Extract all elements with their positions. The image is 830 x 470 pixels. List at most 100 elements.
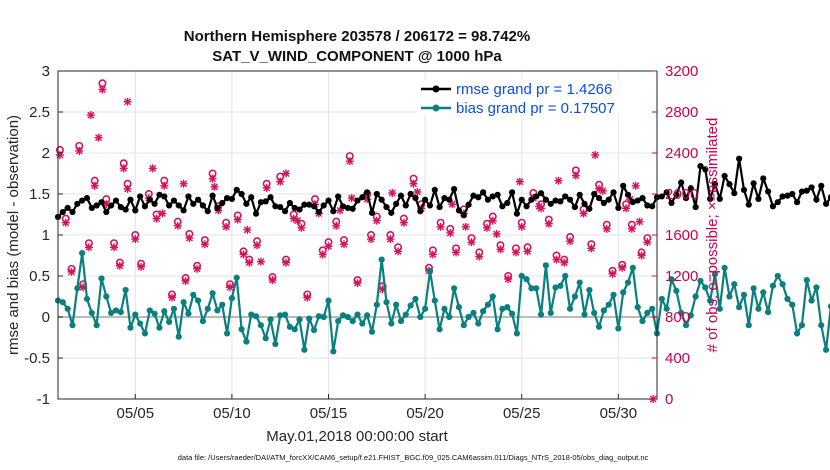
rmse-point bbox=[315, 208, 322, 216]
assimilated-obs-stroke bbox=[303, 294, 311, 302]
bias-point bbox=[451, 285, 458, 292]
assimilated-obs-stroke bbox=[560, 259, 568, 267]
rmse-point bbox=[209, 192, 216, 199]
chart-title-line1: Northern Hemisphere 203578 / 206172 = 98… bbox=[184, 28, 530, 45]
bias-point bbox=[726, 293, 733, 300]
rmse-point bbox=[745, 201, 752, 208]
bias-point bbox=[595, 323, 603, 330]
rmse-point bbox=[127, 196, 134, 203]
bias-point bbox=[199, 318, 207, 325]
assimilated-obs-stroke bbox=[340, 240, 348, 248]
legend: rmse grand pr = 1.4266 bias grand pr = 0… bbox=[417, 79, 652, 117]
bias-point bbox=[533, 285, 540, 292]
assimilated-obs-marker bbox=[268, 276, 277, 285]
assimilated-obs-stroke bbox=[410, 180, 418, 188]
rmse-point bbox=[499, 203, 506, 210]
rmse-point bbox=[470, 192, 477, 199]
rmse-point bbox=[620, 182, 627, 189]
rmse-point bbox=[446, 196, 453, 203]
assimilated-obs-marker bbox=[115, 261, 124, 270]
rmse-point bbox=[185, 193, 192, 200]
bias-point bbox=[566, 305, 574, 312]
rmse-point bbox=[262, 198, 269, 205]
bias-point bbox=[750, 285, 757, 292]
assimilated-obs-stroke bbox=[346, 157, 354, 165]
rmse-point bbox=[465, 201, 472, 208]
rmse-point bbox=[566, 196, 574, 203]
x-tick-label: 05/25 bbox=[503, 405, 541, 422]
assimilated-obs-marker bbox=[210, 182, 219, 191]
bias-point bbox=[436, 326, 443, 333]
y-right-tick-label: 2800 bbox=[665, 104, 698, 121]
bias-point bbox=[194, 297, 202, 304]
assimilated-obs-stroke bbox=[587, 244, 595, 252]
rmse-point bbox=[750, 180, 757, 187]
bias-point bbox=[393, 301, 400, 308]
assimilated-obs-stroke bbox=[124, 98, 132, 106]
bias-point bbox=[103, 293, 110, 300]
assimilated-obs-stroke bbox=[201, 240, 209, 248]
rmse-point bbox=[151, 200, 158, 207]
assimilated-obs-stroke bbox=[618, 264, 626, 272]
assimilated-obs-marker bbox=[222, 222, 231, 231]
assimilated-obs-stroke bbox=[524, 247, 532, 255]
rmse-point bbox=[789, 190, 796, 198]
x-tick-label: 05/30 bbox=[600, 405, 638, 422]
rmse-point bbox=[813, 196, 820, 203]
assimilated-obs-marker bbox=[475, 252, 484, 261]
bias-point bbox=[330, 348, 337, 355]
rmse-point bbox=[373, 190, 380, 198]
bias-point bbox=[83, 295, 91, 303]
assimilated-obs-marker bbox=[233, 215, 242, 224]
bias-point bbox=[156, 324, 163, 331]
assimilated-obs-marker bbox=[631, 181, 640, 190]
bias-point bbox=[325, 297, 332, 304]
rmse-point bbox=[682, 195, 690, 202]
assimilated-obs-marker bbox=[318, 250, 327, 259]
rmse-point bbox=[112, 197, 120, 204]
assimilated-obs-marker bbox=[297, 223, 306, 232]
rmse-point bbox=[79, 197, 86, 204]
assimilated-obs-marker bbox=[276, 177, 285, 186]
y-right-tick-label: 0 bbox=[665, 391, 673, 408]
bias-point bbox=[465, 313, 472, 321]
rmse-point bbox=[803, 187, 810, 194]
rmse-point bbox=[170, 197, 178, 204]
assimilated-obs-marker bbox=[98, 85, 107, 94]
bias-point bbox=[586, 286, 593, 294]
assimilated-obs-stroke bbox=[137, 263, 145, 271]
assimilated-obs-marker bbox=[67, 267, 76, 276]
assimilated-obs-marker bbox=[452, 248, 461, 257]
rmse-point bbox=[479, 189, 487, 196]
obs-count-markers bbox=[55, 79, 658, 403]
assimilated-obs-marker bbox=[372, 216, 381, 225]
y-tick-label: -0.5 bbox=[24, 350, 50, 367]
rmse-point bbox=[117, 204, 124, 211]
rmse-point bbox=[721, 172, 728, 180]
rmse-point bbox=[243, 200, 250, 207]
rmse-point bbox=[678, 179, 685, 186]
rmse-point bbox=[508, 189, 516, 196]
assimilated-obs-marker bbox=[339, 240, 348, 249]
assimilated-obs-stroke bbox=[131, 235, 139, 243]
bias-point bbox=[784, 295, 791, 303]
rmse-point bbox=[161, 193, 168, 200]
bias-point bbox=[581, 311, 588, 318]
bias-point bbox=[141, 330, 149, 337]
y-right-tick-label: 400 bbox=[665, 350, 690, 367]
assimilated-obs-stroke bbox=[554, 177, 562, 185]
rmse-point bbox=[571, 204, 578, 211]
bias-point bbox=[117, 308, 124, 316]
bias-point bbox=[663, 305, 670, 312]
bias-point bbox=[576, 279, 583, 286]
bias-point bbox=[678, 309, 685, 316]
rmse-point bbox=[88, 204, 95, 212]
assimilated-obs-marker bbox=[282, 258, 291, 267]
rmse-point bbox=[731, 190, 738, 197]
bias-point bbox=[248, 311, 255, 318]
rmse-point bbox=[248, 194, 255, 201]
assimilated-obs-stroke bbox=[62, 219, 70, 227]
assimilated-obs-marker bbox=[239, 250, 248, 259]
assimilated-obs-marker bbox=[110, 243, 119, 252]
assimilated-obs-stroke bbox=[240, 250, 247, 258]
